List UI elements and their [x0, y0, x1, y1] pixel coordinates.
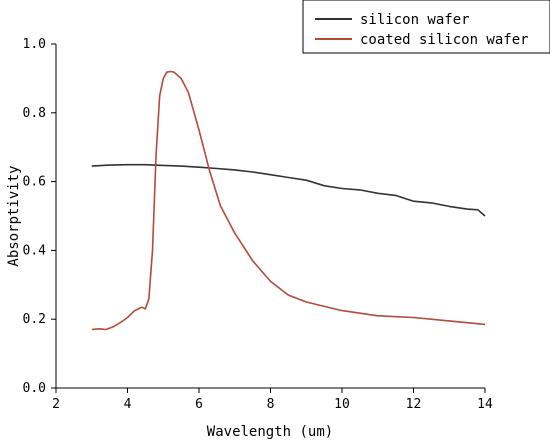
y-tick-label: 0.4	[23, 243, 47, 258]
y-tick-label: 1.0	[23, 37, 46, 52]
x-axis-ticks: 2 4 6 8 10 12 14	[52, 388, 493, 412]
y-axis-ticks: 0.0 0.2 0.4 0.6 0.8 1.0	[23, 37, 56, 396]
plot-area: 0.0 0.2 0.4 0.6 0.8 1.0 2 4 6 8 10 12 14	[23, 37, 493, 412]
x-tick-label: 8	[267, 397, 275, 412]
legend: silicon wafer coated silicon wafer	[302, 0, 550, 54]
series-lines	[91, 70, 486, 331]
x-tick-label: 4	[124, 397, 132, 412]
legend-label-silicon-wafer: silicon wafer	[360, 12, 470, 28]
x-tick-label: 10	[334, 397, 350, 412]
y-tick-label: 0.8	[23, 106, 46, 121]
y-tick-label: 0.0	[23, 381, 46, 396]
series-line-coated-silicon-wafer	[91, 70, 486, 331]
x-axis-title: Wavelength (um)	[207, 424, 333, 440]
legend-label-coated-silicon-wafer: coated silicon wafer	[360, 32, 529, 48]
x-tick-label: 12	[406, 397, 422, 412]
y-axis-title: Absorptivity	[6, 165, 22, 266]
x-tick-label: 2	[52, 397, 60, 412]
series-line-silicon-wafer	[91, 163, 486, 217]
x-tick-label: 14	[477, 397, 493, 412]
legend-box	[302, 0, 550, 54]
x-tick-label: 6	[195, 397, 203, 412]
y-tick-label: 0.2	[23, 312, 46, 327]
y-tick-label: 0.6	[23, 175, 46, 190]
